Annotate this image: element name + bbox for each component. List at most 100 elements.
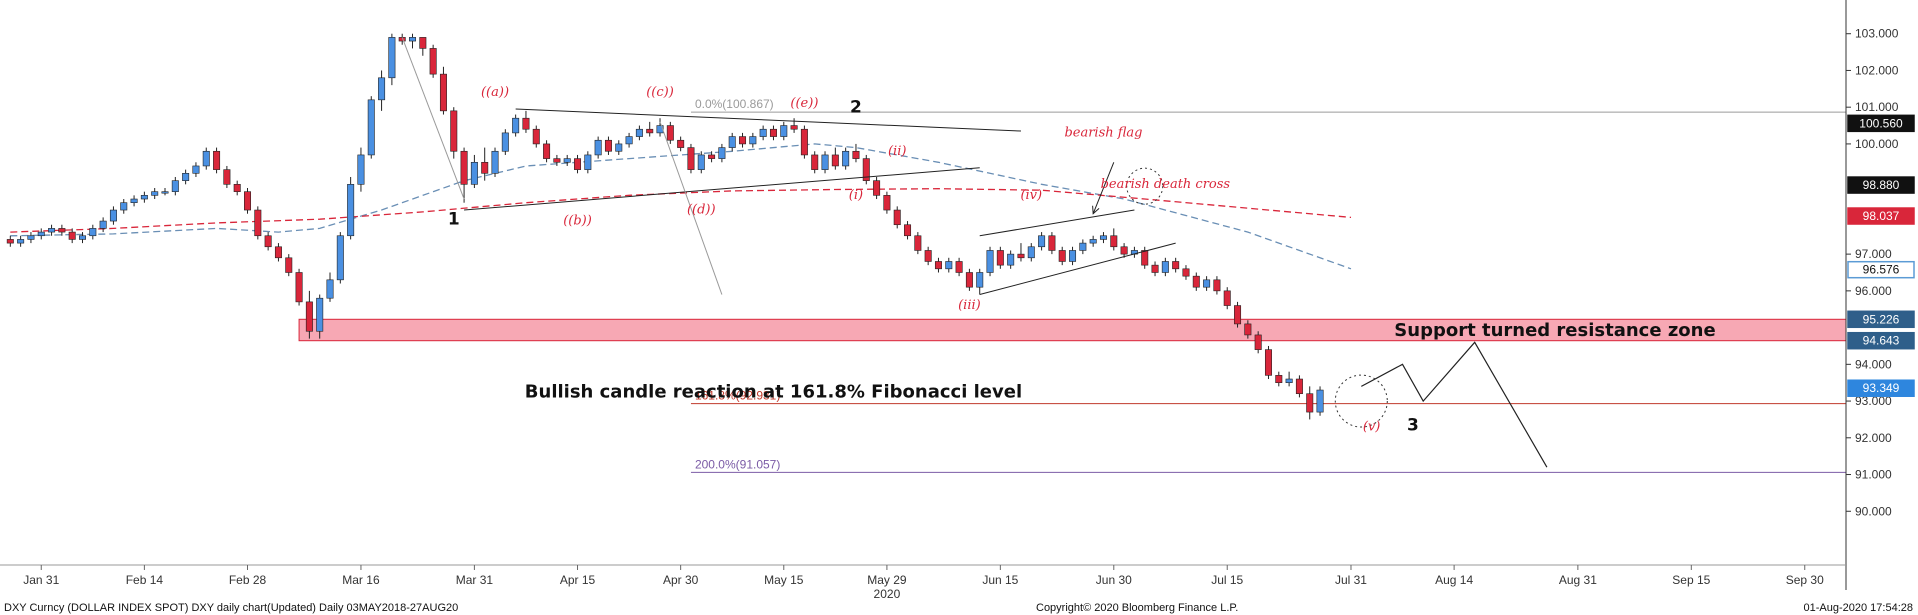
- candle: [904, 221, 912, 240]
- candle: [563, 154, 571, 166]
- candle: [625, 132, 633, 148]
- candle-body: [68, 231, 76, 240]
- y-tick-label: 97.000: [1855, 247, 1892, 261]
- candle: [130, 195, 138, 207]
- candle-body: [202, 150, 210, 167]
- candle-body: [965, 272, 973, 288]
- candle-body: [89, 228, 97, 237]
- candle-body: [27, 235, 35, 240]
- candle: [821, 151, 829, 174]
- candle: [965, 268, 973, 291]
- candle-body: [79, 235, 86, 240]
- candle: [584, 151, 592, 174]
- candle-body: [388, 37, 396, 79]
- candle-body: [790, 125, 798, 130]
- candle: [357, 147, 365, 192]
- fib-level-label: 0.0%(100.867): [695, 97, 774, 111]
- candle-body: [285, 257, 293, 273]
- candle-body: [739, 136, 747, 145]
- candle: [1316, 386, 1324, 416]
- price-tag: 94.643: [1847, 331, 1915, 350]
- candle-body: [161, 191, 169, 194]
- candle-body: [666, 125, 674, 141]
- candle: [285, 254, 293, 277]
- candle-body: [429, 48, 437, 75]
- footer-center-text: Copyright© 2020 Bloomberg Finance L.P.: [1036, 602, 1238, 614]
- candle: [842, 147, 850, 170]
- candle-body: [1254, 334, 1262, 350]
- chart-annotation: 3: [1407, 415, 1419, 435]
- candle: [986, 246, 994, 277]
- candle-body: [1306, 393, 1314, 413]
- candle: [1244, 320, 1252, 339]
- candle-body: [574, 158, 582, 170]
- candle-body: [409, 37, 417, 42]
- price-tag-label: 95.226: [1863, 312, 1900, 326]
- candle: [336, 232, 344, 284]
- candle: [264, 232, 272, 251]
- candle: [202, 147, 210, 170]
- candle: [1172, 257, 1180, 273]
- candle-body: [584, 154, 592, 170]
- candle: [1099, 232, 1107, 244]
- candle: [58, 224, 66, 236]
- candle-body: [945, 261, 953, 270]
- candle: [780, 121, 788, 141]
- candle-body: [109, 209, 117, 222]
- candle: [553, 154, 561, 166]
- candle-body: [140, 195, 148, 200]
- candle-body: [37, 231, 45, 237]
- candle: [460, 147, 468, 203]
- candle-body: [491, 150, 499, 174]
- candle: [1213, 276, 1221, 295]
- candle-body: [1151, 264, 1159, 273]
- candle-body: [852, 150, 860, 159]
- candle-body: [1027, 246, 1035, 259]
- candle: [1038, 232, 1046, 251]
- trend-line: [401, 37, 465, 200]
- candle-body: [1275, 375, 1283, 383]
- price-tag-box: [1847, 114, 1915, 133]
- candle-body: [831, 154, 839, 167]
- candle-body: [1316, 389, 1324, 413]
- candle-body: [1038, 235, 1046, 248]
- candle: [89, 224, 97, 240]
- candle-body: [481, 161, 489, 174]
- trend-line: [464, 167, 980, 211]
- candle: [862, 154, 870, 185]
- moving-average-long-line: [10, 188, 1352, 233]
- candle: [1027, 243, 1035, 262]
- candle: [769, 125, 777, 141]
- candle: [1058, 246, 1066, 266]
- candle: [914, 232, 922, 255]
- candle: [697, 151, 705, 174]
- candle-body: [1244, 323, 1252, 336]
- candle-body: [1141, 250, 1149, 266]
- candle: [491, 147, 499, 177]
- candle-body: [934, 261, 942, 270]
- candle: [409, 33, 417, 49]
- trend-line: [659, 121, 723, 295]
- candle: [501, 129, 509, 155]
- candle-body: [264, 235, 272, 248]
- candle-body: [1234, 305, 1242, 325]
- highlight-circle: [1334, 374, 1388, 428]
- candle: [274, 243, 282, 262]
- candle-body: [1069, 250, 1077, 262]
- x-tick-label: Feb 14: [126, 573, 164, 587]
- candle: [934, 257, 942, 273]
- candle: [326, 272, 334, 302]
- x-axis: Jan 31 Feb 14 Feb 28 Mar 16 Mar 31 Apr 15 Apr …: [0, 564, 1846, 601]
- footer-right-text: 01-Aug-2020 17:54:28: [1804, 602, 1913, 614]
- candle: [1182, 265, 1190, 280]
- candle: [646, 121, 654, 137]
- candle: [543, 140, 551, 163]
- candle: [976, 268, 984, 295]
- candle-body: [295, 272, 303, 303]
- candle-body: [6, 239, 14, 244]
- price-tag: 98.880: [1847, 176, 1915, 194]
- candle: [450, 107, 458, 159]
- candle-body: [604, 139, 612, 152]
- candle: [790, 118, 798, 133]
- candle-body: [192, 165, 200, 174]
